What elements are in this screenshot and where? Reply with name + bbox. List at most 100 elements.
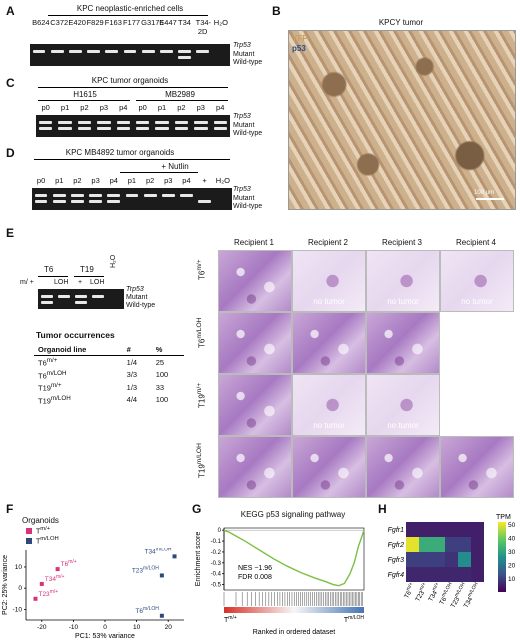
rank-gradient-bar: [224, 607, 364, 613]
gel-band: [40, 295, 53, 298]
nes-text: NES −1.96: [238, 565, 272, 572]
heatmap-cell: [406, 567, 419, 582]
gel-band: [194, 127, 208, 130]
histology-image: [218, 250, 292, 312]
gel-band: [97, 121, 111, 124]
heatmap-cell: [471, 552, 484, 567]
lane-label: G3176: [141, 18, 164, 27]
x-axis-label: Ranked in ordered dataset: [253, 629, 336, 636]
lane-label: p1: [55, 176, 64, 185]
histology-row-label: T6m/LOH: [196, 318, 207, 348]
gel-band: [97, 127, 111, 130]
legend-swatch-mloh: [26, 538, 32, 544]
lane-label: p1: [60, 103, 70, 112]
col-count: #: [122, 344, 152, 356]
group1-rule: [38, 100, 130, 101]
gel-band: [141, 50, 155, 53]
histology-image: no tumor: [366, 374, 440, 436]
lane-label: p4: [109, 176, 118, 185]
scatter-point: [172, 554, 177, 559]
gel-image-a: [30, 44, 230, 66]
lane-label: E420: [68, 18, 86, 27]
gel-band: [71, 200, 84, 203]
histology-image: [218, 436, 292, 498]
lane-label: p4: [216, 103, 225, 112]
histology-image: [292, 436, 366, 498]
gel-band: [125, 194, 139, 197]
gel-band: [52, 200, 66, 203]
heatmap-cell: [432, 552, 445, 567]
heatmap-row-label: Fgfr3: [388, 557, 404, 564]
mutant-label: Mutant: [233, 195, 255, 202]
table-header: Organoid line # %: [34, 344, 184, 356]
wildtype-label: Wild-type: [233, 130, 263, 137]
point-label: T34m/+: [45, 574, 65, 583]
gel-band: [105, 50, 119, 53]
lane-label: H₂O: [213, 18, 228, 27]
lane-label: p2: [73, 176, 82, 185]
gel-image-d: [32, 188, 232, 210]
heatmap-col-label: T34m/+: [426, 581, 444, 603]
gene-label: Trp53: [126, 286, 144, 293]
table-row: T6m/+ 1/4 25: [34, 356, 184, 369]
e-t6-rule: [38, 276, 68, 277]
row-label-sup: m/LOH: [196, 443, 203, 465]
row-label-base: T6: [197, 338, 207, 348]
row-sup: m/+: [46, 357, 58, 364]
heatmap-cell: [458, 522, 471, 537]
lane-label: p2: [145, 176, 155, 185]
heatmap-cell: [471, 537, 484, 552]
gsea-plot: 0 -0.1 -0.2 -0.3 -0.4 -0.5 Enrichment score NES…: [195, 527, 365, 636]
lane-label: p4: [119, 103, 128, 112]
heatmap-col-label: T6m/+: [401, 581, 417, 599]
row-label-sup: m/+: [196, 259, 203, 271]
table-row: T19m/LOH 4/4 100: [34, 394, 184, 407]
lane-label: p0: [41, 103, 50, 112]
lane-label: p2: [80, 103, 89, 112]
row-count: 1/4: [126, 357, 138, 367]
gel-band: [58, 127, 72, 130]
x-axis-label: PC1: 53% variance: [75, 633, 135, 640]
y-tick-label: 10: [15, 564, 23, 571]
gel-band: [194, 121, 208, 124]
heatmap-row-label: Fgfr2: [388, 542, 404, 549]
colorbar-tick-label: 10: [508, 576, 516, 583]
heatmap-cell: [471, 522, 484, 537]
recipient-header: Recipient 4: [455, 238, 497, 247]
row-line: T6: [38, 371, 47, 380]
gel-band: [198, 200, 212, 203]
scale-label: 100 μm: [474, 190, 495, 196]
lane-label: p4: [182, 176, 191, 185]
lane-label: p1: [157, 103, 167, 112]
gel-band: [107, 194, 121, 197]
histology-image: no tumor: [366, 250, 440, 312]
panel-b-title: KPCY tumor: [378, 18, 424, 27]
row-percent: 100: [155, 370, 169, 380]
heatmap-cell: [445, 522, 458, 537]
gel-band: [77, 127, 92, 130]
group-mb2989: MB2989: [165, 90, 195, 99]
gel-band: [40, 301, 53, 304]
heatmap-cell: [458, 552, 471, 567]
histology-row-label: T19m/LOH: [196, 443, 207, 478]
heatmap-row-label: Fgfr4: [388, 572, 404, 579]
y-tick-label: -10: [13, 606, 23, 613]
gel-band: [213, 127, 228, 130]
lane-label: T34: [177, 18, 191, 27]
gel-band: [162, 194, 175, 197]
histology-image: [366, 312, 440, 374]
lane-label: p1: [127, 176, 137, 185]
heatmap-cell: [406, 552, 419, 567]
gel-band: [135, 121, 150, 124]
histology-row-label: T19m/+: [196, 383, 207, 408]
lane-label: F177: [122, 18, 141, 27]
x-tick-label: 0: [103, 624, 107, 631]
gsea-title: KEGG p53 signaling pathway: [240, 510, 346, 519]
no-tumor-label: no tumor: [313, 297, 345, 306]
gel-band: [32, 50, 46, 53]
lane-label: p3: [196, 103, 205, 112]
fgfr-heatmap: Fgfr1Fgfr2Fgfr3Fgfr4T6m/+T23m/+T34m/+T6m…: [388, 514, 516, 609]
gel-band: [38, 121, 53, 124]
no-tumor-label: no tumor: [387, 421, 419, 430]
colorbar-tick-label: 20: [508, 563, 516, 570]
